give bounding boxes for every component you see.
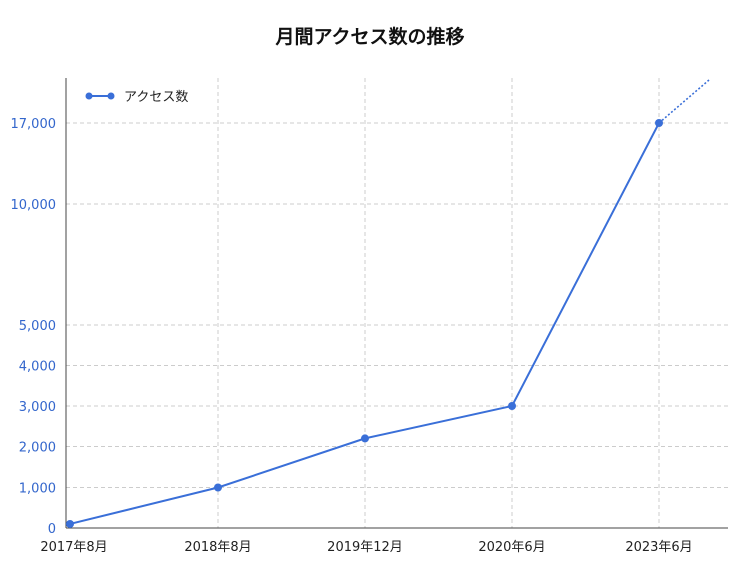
series-projection-line [658, 79, 710, 124]
y-tick-label: 17,000 [11, 117, 57, 132]
data-point [655, 119, 663, 127]
x-tick-label: 2018年8月 [184, 540, 251, 555]
x-tick-label: 2020年6月 [478, 540, 545, 555]
x-tick-label: 2017年8月 [40, 540, 107, 555]
legend-marker [85, 92, 93, 100]
legend-label: アクセス数 [124, 90, 188, 105]
chart-title: 月間アクセス数の推移 [275, 26, 465, 48]
y-tick-label: 5,000 [19, 319, 56, 334]
data-point [66, 519, 74, 528]
data-point [214, 483, 222, 492]
y-tick-label: 2,000 [19, 441, 56, 456]
y-tick-label: 10,000 [11, 198, 57, 213]
y-tick-label: 3,000 [19, 400, 56, 415]
y-tick-label: 4,000 [19, 360, 56, 375]
y-tick-label: 1,000 [19, 482, 56, 497]
y-tick-label: 0 [48, 522, 56, 537]
data-point [508, 402, 516, 410]
legend-marker [107, 92, 115, 100]
x-tick-label: 2019年12月 [327, 540, 403, 555]
x-tick-label: 2023年6月 [625, 540, 692, 555]
data-point [361, 434, 369, 443]
